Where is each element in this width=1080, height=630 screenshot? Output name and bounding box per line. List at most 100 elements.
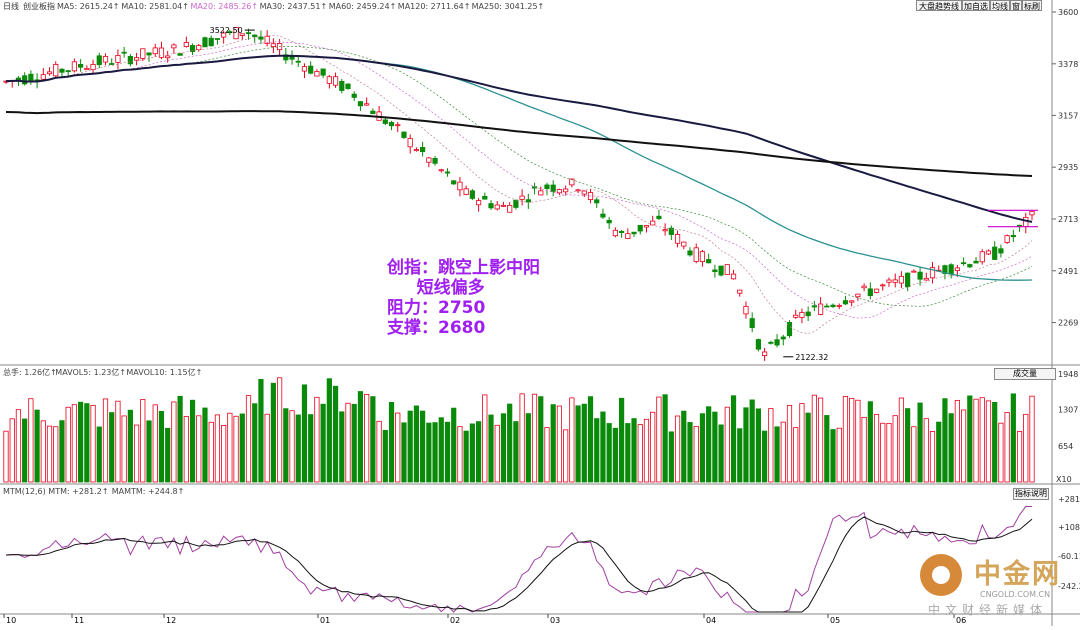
volume-bar [817, 397, 824, 483]
watermark: 中金网 CNGOLD.COM.CN 中文财经新媒体 [918, 550, 1068, 620]
volume-bar [581, 403, 587, 483]
candle-body [395, 124, 401, 127]
watermark-sub: 中文财经新媒体 [928, 603, 1048, 617]
volume-bar [364, 394, 370, 483]
volume-bar [1016, 431, 1023, 483]
annotation-line-2: 短线偏多 [387, 278, 485, 298]
candle-body [1029, 210, 1035, 216]
indicator-help-button[interactable]: 指标说明 [1013, 488, 1049, 500]
candle-body [743, 306, 749, 315]
vol-unit: X10 [1056, 475, 1072, 484]
mtm-legend-0: MTM(12,6) MTM: +281.2↑ [3, 487, 109, 496]
refresh-button[interactable]: 标刷 [1022, 0, 1042, 11]
candle-body [780, 336, 786, 340]
volume-bar [886, 422, 892, 483]
candle-body [768, 341, 774, 344]
volume-bar [519, 393, 525, 483]
candle-body [420, 147, 426, 153]
x-tick-label-3: 01 [320, 616, 330, 625]
volume-bar [612, 427, 618, 483]
candle-body [849, 300, 855, 303]
candle-body [239, 33, 245, 36]
candle-body [488, 203, 494, 209]
candle-body [46, 71, 53, 75]
window-button[interactable]: 窗 [1010, 0, 1022, 11]
mtm-tick-label-0: +281.2 [1058, 495, 1080, 504]
volume-bar [326, 378, 332, 483]
candle-body [183, 42, 189, 47]
ma-legend-4: MA60: 2459.24↑ [329, 2, 397, 11]
x-tick-label-0: 10 [6, 616, 16, 625]
candle-body [65, 70, 71, 73]
volume-bar [861, 416, 867, 483]
indicator-select[interactable]: 成交量 [994, 368, 1056, 380]
volume-bar [258, 379, 264, 483]
x-tick-label-4: 02 [450, 616, 460, 625]
candle-body [320, 68, 326, 76]
high-marker-label: 3522.50 [210, 26, 243, 35]
volume-bar [811, 394, 817, 483]
ma250-line [5, 110, 1033, 177]
candle-body [426, 157, 432, 163]
candle-body [463, 188, 469, 195]
ma-legend-3: MA30: 2437.51↑ [260, 2, 328, 11]
volume-bar [339, 411, 345, 483]
volume-bar [793, 427, 799, 483]
candle-body [793, 314, 799, 318]
mamtm-line [5, 516, 1033, 613]
candle-body [842, 300, 849, 305]
price-tick-label-6: 2269 [1058, 319, 1078, 328]
volume-bar [183, 416, 189, 483]
mtm-legend-1: MAMTM: +244.8↑ [112, 487, 185, 496]
candle-body [345, 83, 351, 89]
ma10-line [5, 35, 1033, 334]
price-tick-label-3: 2935 [1058, 163, 1078, 172]
ma-legend-1: MA10: 2581.04↑ [121, 2, 189, 11]
volume-bar [3, 430, 9, 483]
candle-body [382, 119, 388, 124]
candle-body [625, 233, 631, 239]
candle-body [314, 71, 320, 77]
candle-body [836, 305, 842, 307]
volume-bar [102, 398, 109, 483]
ma-legend-0: MA5: 2615.24↑ [57, 2, 120, 11]
candle-body [370, 110, 376, 115]
volume-bar [737, 428, 743, 483]
candle-body [911, 270, 917, 273]
candle-body [196, 45, 202, 51]
volume-bar [28, 398, 34, 483]
annotation-line-1: 创指：跳空上影中阳 [387, 258, 540, 278]
volume-bar [276, 377, 283, 483]
volume-bar [942, 398, 948, 483]
candle-body [140, 48, 146, 59]
price-tick-label-1: 3378 [1058, 60, 1078, 69]
volume-bar [706, 406, 712, 483]
candle-body [693, 247, 699, 262]
candle-body [90, 64, 96, 70]
volume-bar [507, 403, 513, 483]
candle-body [662, 229, 668, 232]
volume-bar [979, 397, 985, 483]
candle-body [413, 149, 420, 152]
volume-bar [768, 408, 774, 483]
candle-body [817, 303, 824, 315]
candle-body [71, 61, 77, 72]
volume-bar [84, 403, 90, 483]
candle-body [612, 229, 618, 237]
volume-bar [314, 396, 320, 483]
volume-bar [457, 426, 463, 483]
trend-line-button[interactable]: 大盘趋势线 [916, 0, 962, 11]
volume-bar [301, 384, 308, 483]
volume-bar [625, 423, 631, 483]
volume-bar [556, 405, 563, 483]
add-watchlist-button[interactable]: 加自选 [962, 0, 990, 11]
candle-body [923, 277, 929, 281]
candle-body [674, 234, 681, 244]
volume-bar [693, 425, 699, 483]
volume-bar [214, 414, 221, 483]
candle-body [245, 32, 252, 34]
candle-body [221, 32, 227, 38]
ma-button[interactable]: 均线 [990, 0, 1010, 11]
candle-body [295, 60, 301, 63]
volume-bar [674, 415, 681, 483]
